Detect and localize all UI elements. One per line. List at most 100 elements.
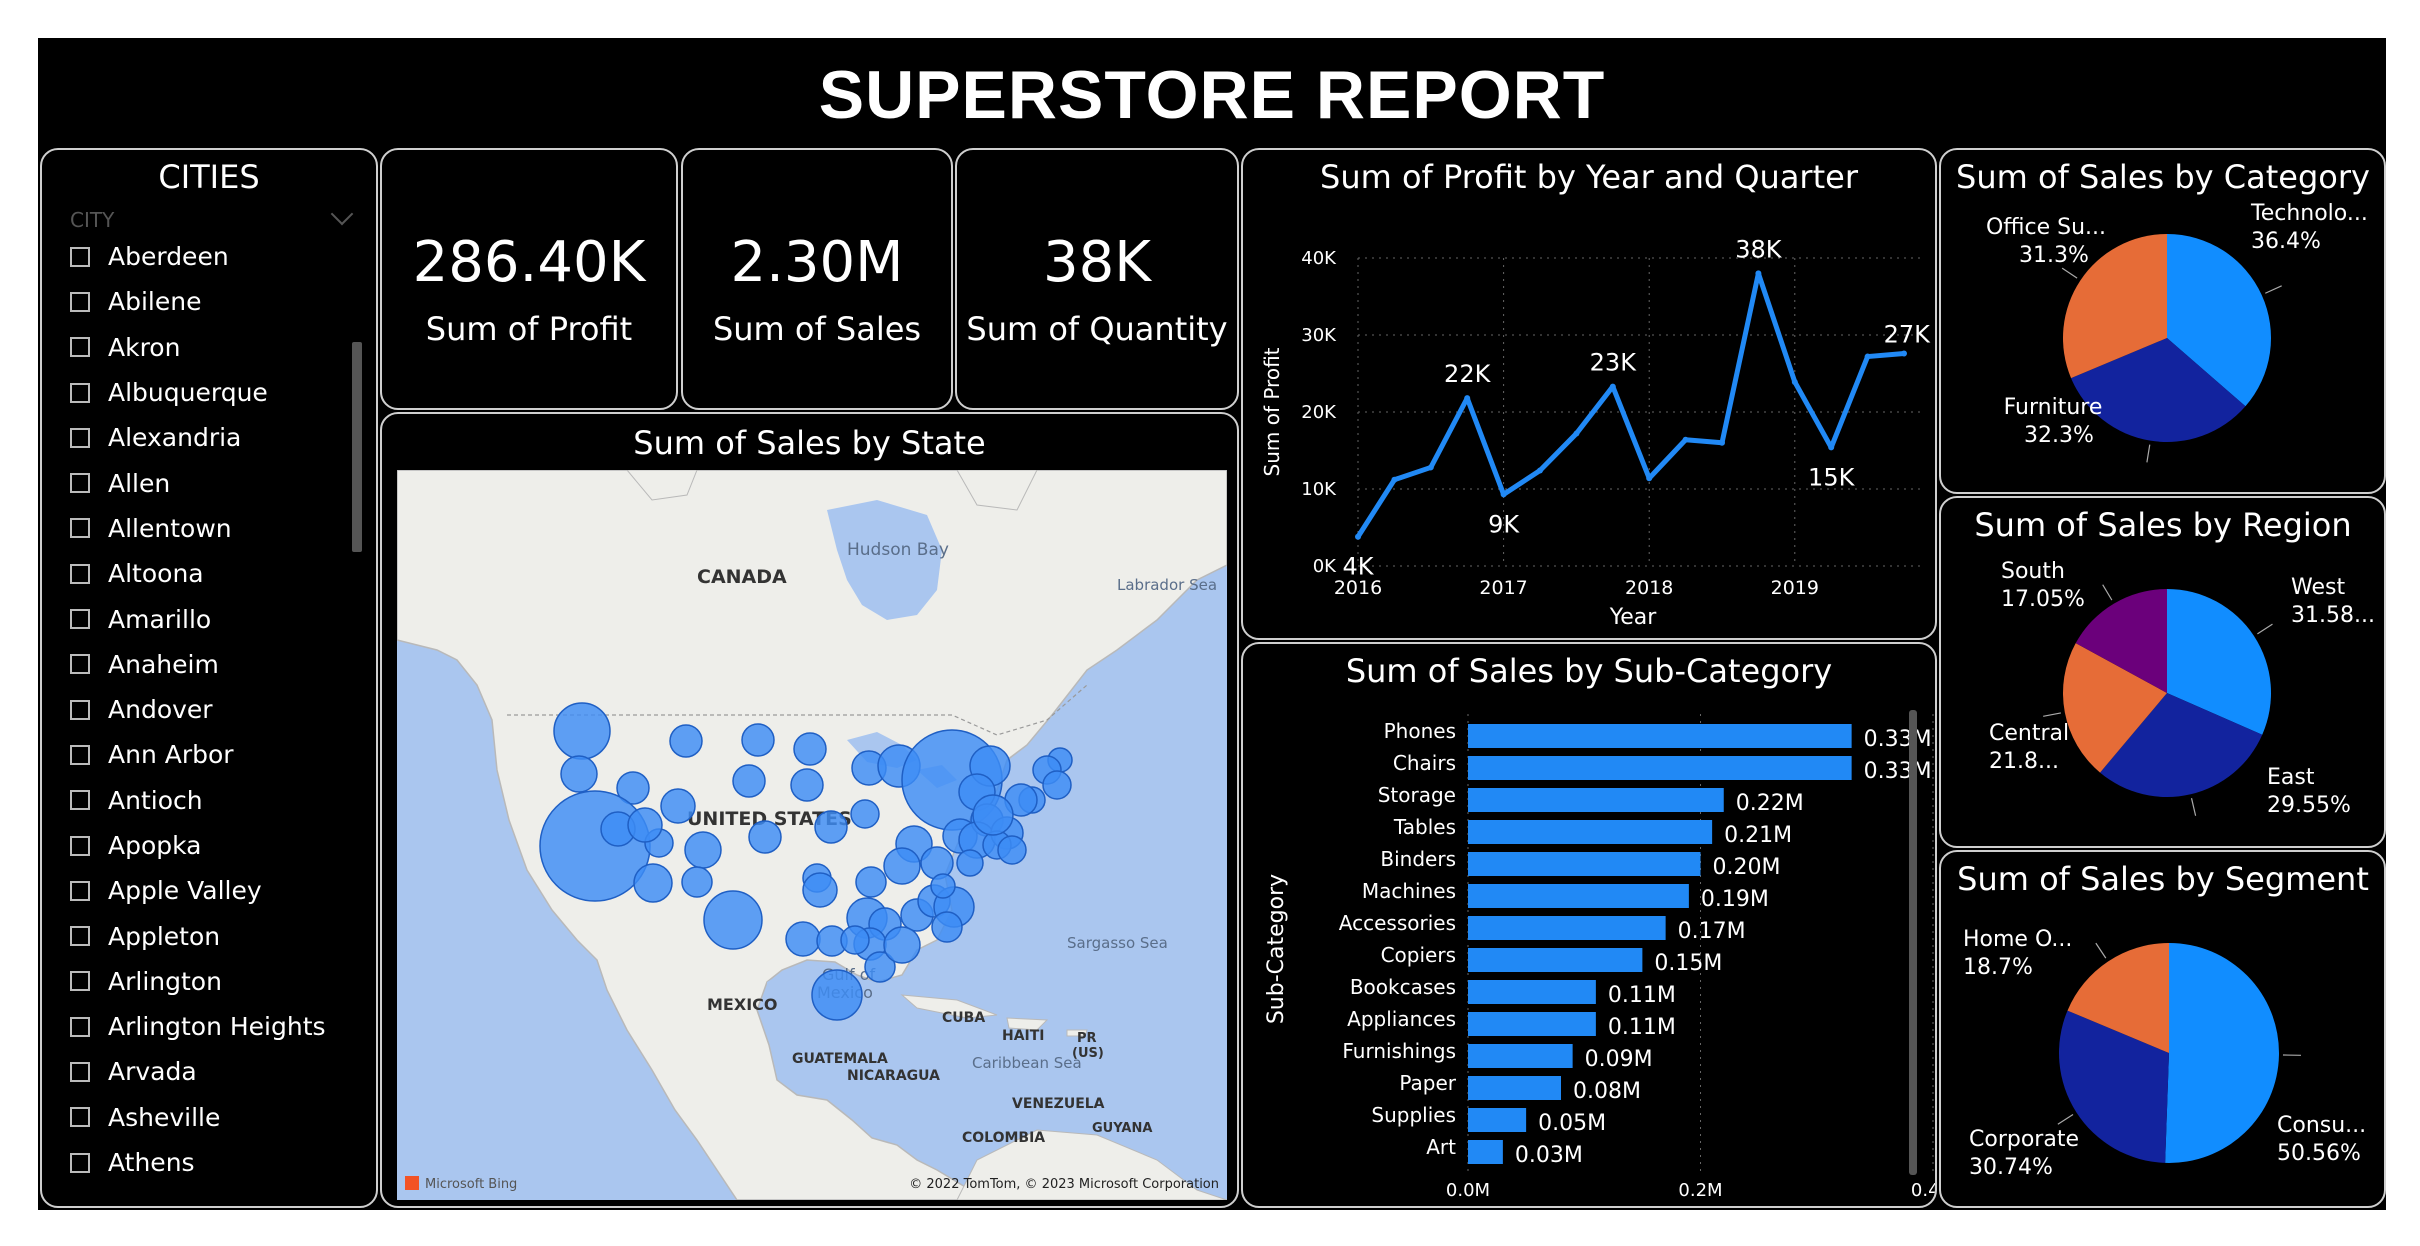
pie-slice[interactable]	[2063, 234, 2167, 379]
city-item[interactable]: Allen	[70, 460, 370, 505]
data-point[interactable]	[1864, 353, 1871, 360]
map-bubble[interactable]	[785, 921, 821, 957]
city-item[interactable]: Alexandria	[70, 415, 370, 460]
bar[interactable]	[1468, 724, 1852, 748]
map-bubble[interactable]	[814, 810, 848, 844]
checkbox[interactable]	[70, 1152, 90, 1173]
map-bubble[interactable]	[633, 863, 673, 903]
checkbox[interactable]	[70, 382, 90, 403]
map-bubble[interactable]	[560, 755, 598, 793]
city-item[interactable]: Anaheim	[70, 642, 370, 687]
city-item[interactable]: Athens	[70, 1140, 370, 1185]
checkbox[interactable]	[70, 744, 90, 765]
data-point[interactable]	[1391, 476, 1398, 483]
bar[interactable]	[1468, 852, 1701, 876]
map-bubble[interactable]	[1042, 770, 1072, 800]
checkbox[interactable]	[70, 246, 90, 267]
bar[interactable]	[1468, 916, 1666, 940]
profit-series-line[interactable]	[1355, 270, 1905, 539]
data-point[interactable]	[1609, 383, 1616, 390]
checkbox[interactable]	[70, 1016, 90, 1037]
scrollbar-thumb[interactable]	[352, 342, 362, 552]
city-item[interactable]: Apple Valley	[70, 868, 370, 913]
map-bubble[interactable]	[681, 866, 713, 898]
region-pie-chart[interactable]: Sum of Sales by Region West 31.58... East 29…	[1941, 498, 2384, 846]
city-item[interactable]: Arvada	[70, 1049, 370, 1094]
checkbox[interactable]	[70, 473, 90, 494]
data-point[interactable]	[1573, 430, 1580, 437]
map-bubble[interactable]	[684, 831, 722, 869]
map-bubble[interactable]	[732, 764, 766, 798]
checkbox[interactable]	[70, 926, 90, 947]
map-bubble[interactable]	[703, 890, 763, 950]
checkbox[interactable]	[70, 835, 90, 856]
chevron-down-icon[interactable]	[330, 202, 354, 226]
map-bubble[interactable]	[920, 846, 954, 880]
city-item[interactable]: Asheville	[70, 1095, 370, 1140]
checkbox[interactable]	[70, 654, 90, 675]
map-bubble[interactable]	[850, 799, 880, 829]
checkbox[interactable]	[70, 790, 90, 811]
map-bubble[interactable]	[790, 768, 824, 802]
map-bubble[interactable]	[793, 732, 827, 766]
checkbox[interactable]	[70, 427, 90, 448]
map-bubble[interactable]	[669, 724, 703, 758]
bar[interactable]	[1468, 820, 1713, 844]
pie-slice[interactable]	[2067, 943, 2169, 1053]
profit-line-chart[interactable]: Sum of Profit by Year and Quarter 0K 10K 20…	[1243, 150, 1935, 638]
data-point[interactable]	[1500, 491, 1507, 498]
category-pie-chart[interactable]: Sum of Sales by Category Technolo... 36.4%…	[1941, 150, 2384, 492]
bar[interactable]	[1468, 1140, 1503, 1164]
city-item[interactable]: Allentown	[70, 506, 370, 551]
pie-slice[interactable]	[2167, 234, 2271, 407]
bar[interactable]	[1468, 1076, 1561, 1100]
checkbox[interactable]	[70, 1061, 90, 1082]
checkbox[interactable]	[70, 337, 90, 358]
scrollbar-thumb[interactable]	[1909, 710, 1917, 1175]
city-item[interactable]: Arlington	[70, 959, 370, 1004]
data-point[interactable]	[1901, 350, 1907, 357]
data-point[interactable]	[1355, 533, 1361, 540]
map-bubble[interactable]	[930, 873, 956, 899]
city-item[interactable]: Appleton	[70, 913, 370, 958]
map-bubble[interactable]	[972, 794, 1014, 836]
pie-slice[interactable]	[2071, 338, 2246, 442]
pie-slice[interactable]	[2063, 643, 2167, 773]
pie-slice[interactable]	[2167, 589, 2271, 735]
data-point[interactable]	[1646, 475, 1653, 482]
city-item[interactable]: Altoona	[70, 551, 370, 596]
city-item[interactable]: Arlington Heights	[70, 1004, 370, 1049]
data-point[interactable]	[1537, 467, 1543, 474]
city-item[interactable]: Albuquerque	[70, 370, 370, 415]
checkbox[interactable]	[70, 1107, 90, 1128]
data-point[interactable]	[1427, 464, 1434, 471]
map-bubble[interactable]	[802, 872, 838, 908]
map-bubble[interactable]	[883, 926, 921, 964]
checkbox[interactable]	[70, 563, 90, 584]
city-item[interactable]: Abilene	[70, 279, 370, 324]
bar[interactable]	[1468, 948, 1643, 972]
map-bubble[interactable]	[855, 866, 887, 898]
map-bubble[interactable]	[748, 820, 782, 854]
data-point[interactable]	[1464, 395, 1471, 402]
map-bubble[interactable]	[883, 847, 921, 885]
map-bubble[interactable]	[931, 911, 963, 943]
city-item[interactable]: Akron	[70, 325, 370, 370]
city-item[interactable]: Amarillo	[70, 596, 370, 641]
pie-slice[interactable]	[2075, 589, 2167, 693]
data-point[interactable]	[1828, 444, 1835, 451]
bar[interactable]	[1468, 1044, 1573, 1068]
data-point[interactable]	[1755, 270, 1762, 277]
data-point[interactable]	[1791, 378, 1798, 385]
map-bubble[interactable]	[956, 849, 984, 877]
pie-slice[interactable]	[2165, 943, 2279, 1163]
subcategory-bar-chart[interactable]: Sum of Sales by Sub-Category 0.0M 0.2M 0.4M…	[1243, 644, 1935, 1206]
pie-slice[interactable]	[2100, 693, 2263, 797]
map-bubble[interactable]	[997, 835, 1027, 865]
sales-by-state-map[interactable]: Hudson Bay CANADA Labrador Sea UNITED STATE…	[397, 470, 1227, 1200]
bar[interactable]	[1468, 980, 1596, 1004]
city-item[interactable]: Andover	[70, 687, 370, 732]
map-bubble[interactable]	[660, 788, 696, 824]
map-bubble[interactable]	[627, 807, 663, 843]
pie-slice[interactable]	[2059, 1010, 2169, 1163]
